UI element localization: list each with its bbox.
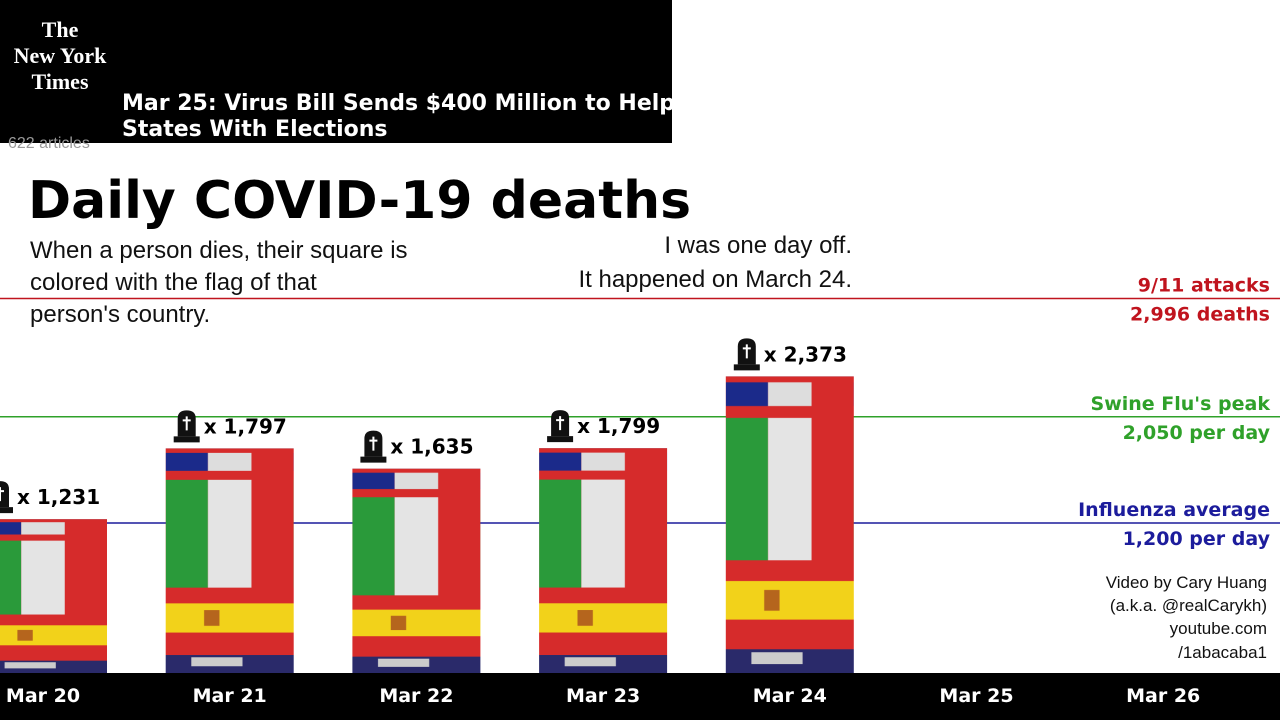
header-bg <box>0 0 672 143</box>
reference-sublabel: 1,200 per day <box>1123 528 1271 550</box>
tombstone-base <box>733 364 760 371</box>
x-tick-label: Mar 23 <box>566 685 640 707</box>
x-tick-label: Mar 25 <box>939 685 1013 707</box>
tombstone-cross <box>369 436 378 451</box>
logo-line: The <box>42 17 79 42</box>
bar <box>0 519 107 673</box>
x-tick-label: Mar 20 <box>6 685 80 707</box>
value-label: x 2,373 <box>764 342 847 366</box>
headline: Mar 25: Virus Bill Sends $400 Million to… <box>122 91 675 116</box>
value-label: x 1,799 <box>577 414 660 438</box>
x-tick-label: Mar 21 <box>193 685 267 707</box>
tombstone-base <box>360 456 387 463</box>
credit: Video by Cary Huang <box>1106 573 1267 592</box>
value-label: x 1,635 <box>390 435 473 459</box>
tombstone-icon <box>360 430 387 463</box>
tombstone <box>0 481 9 508</box>
reference-lines: 9/11 attacks 2,996 deaths Swine Flu's peak… <box>0 275 1280 550</box>
x-tick-label: Mar 26 <box>1126 685 1200 707</box>
tombstone-cross <box>742 344 751 359</box>
reference-sublabel: 2,050 per day <box>1123 422 1271 444</box>
reference-label: Swine Flu's peak <box>1091 393 1271 415</box>
bar <box>539 448 668 673</box>
tombstone-cross <box>556 416 565 431</box>
tombstone-cross <box>0 487 4 502</box>
reference-sublabel: 2,996 deaths <box>1130 304 1270 326</box>
headline: States With Elections <box>122 117 388 142</box>
tombstone-icon <box>733 338 760 371</box>
logo: The New York Times <box>14 17 107 94</box>
x-axis: Mar 20 Mar 21 Mar 22 Mar 23 Mar 24 Mar 25 Mar … <box>6 685 1200 707</box>
subtitle: colored with the flag of that <box>30 269 317 296</box>
tombstone-cross <box>182 416 191 431</box>
reference-label: 9/11 attacks <box>1138 275 1270 297</box>
tombstone-icon <box>547 410 574 443</box>
value-label: x 1,797 <box>204 414 287 438</box>
subtitle: person's country. <box>30 301 210 328</box>
annotation: It happened on March 24. <box>578 266 852 293</box>
tombstone-base <box>173 436 200 443</box>
chart-title: Daily COVID-19 deaths <box>28 171 691 231</box>
credit: (a.k.a. @realCarykh) <box>1110 596 1267 615</box>
article-count: 622 articles <box>8 135 90 152</box>
x-tick-label: Mar 22 <box>379 685 453 707</box>
tombstone-icon <box>0 481 13 514</box>
subtitle: When a person dies, their square is <box>30 237 408 264</box>
logo-line: New York <box>14 43 107 68</box>
bar <box>725 376 854 673</box>
bars: x 1,231 x 1,797 x 1,635 x 1,799 x 2,373 <box>0 338 854 673</box>
x-tick-label: Mar 24 <box>753 685 827 707</box>
tombstone-base <box>0 507 13 514</box>
axis-strip <box>0 673 1280 720</box>
value-label: x 1,231 <box>17 485 100 509</box>
bar <box>352 468 481 673</box>
reference-label: Influenza average <box>1078 499 1270 521</box>
credit: youtube.com <box>1170 619 1267 638</box>
bar <box>165 448 294 673</box>
credit: /1abacaba1 <box>1178 643 1267 662</box>
annotation: I was one day off. <box>664 232 852 259</box>
logo-line: Times <box>31 69 88 94</box>
tombstone-base <box>547 436 574 443</box>
tombstone-icon <box>173 410 200 443</box>
